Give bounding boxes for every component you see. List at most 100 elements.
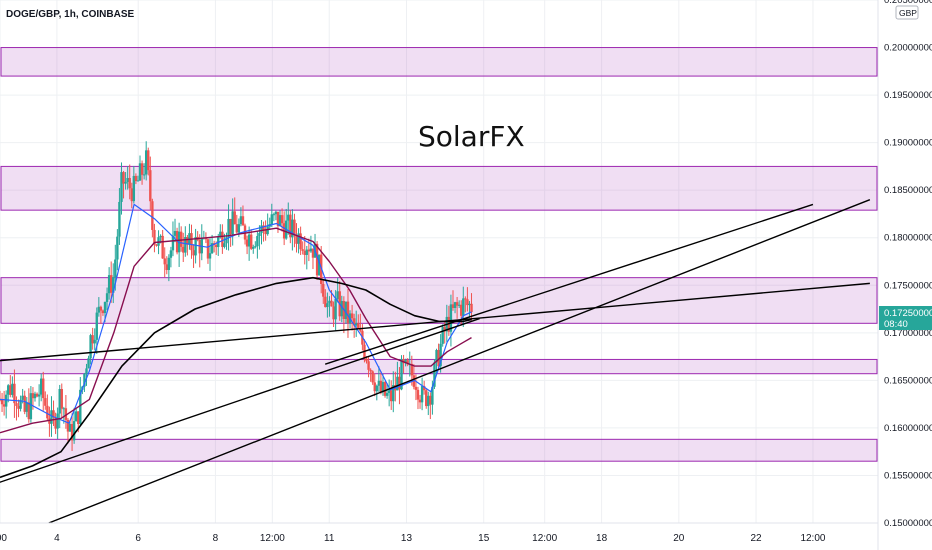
time-tick-label: :00 [0, 533, 7, 544]
candle-body [299, 233, 302, 250]
candle-body [25, 402, 28, 412]
candle-body [383, 382, 387, 396]
watermark-text: SolarFX [418, 120, 525, 153]
candle-body [274, 211, 278, 215]
candle-body [134, 175, 138, 182]
candle-body [451, 304, 455, 308]
candle-body [29, 393, 33, 420]
time-tick-label: 13 [401, 533, 413, 544]
candle-body [464, 298, 467, 300]
candle-body [460, 304, 463, 316]
time-axis-labels[interactable]: :00 4 6 8 12:00 11 13 15 12:00 18 20 22 12:00 [0, 533, 826, 544]
candle-body [256, 236, 259, 247]
candle-body [449, 304, 453, 332]
candle-body [66, 419, 70, 432]
candle-body [254, 246, 257, 248]
candle-body [377, 380, 381, 386]
candle-body [437, 349, 440, 367]
candle-body [237, 224, 241, 233]
candle-body [301, 249, 304, 251]
candle-body [186, 237, 189, 245]
candle-body [453, 302, 457, 308]
candle-body [280, 215, 284, 224]
candle-body [340, 300, 343, 317]
candle-body [373, 382, 376, 392]
time-tick-label: 12:00 [532, 533, 557, 544]
candle-body [120, 172, 123, 202]
candle-body [270, 214, 273, 225]
candle-body [425, 390, 428, 407]
candle-body [184, 237, 187, 253]
candle-body [390, 390, 393, 402]
moving-average-line [0, 276, 472, 479]
time-tick-label: 12:00 [800, 533, 825, 544]
candle-body [404, 360, 407, 364]
candle-body [175, 230, 179, 253]
moving-average-lines [0, 203, 472, 479]
candle-body [103, 301, 107, 314]
candle-body [379, 380, 383, 393]
trendline [0, 282, 870, 362]
support-resistance-zones [0, 47, 878, 462]
candle-body [462, 298, 465, 316]
candle-body [77, 411, 80, 425]
time-tick-label: 15 [478, 533, 490, 544]
candle-body [457, 304, 461, 306]
candle-body [400, 359, 403, 390]
candle-body [44, 398, 47, 406]
candle-body [355, 323, 358, 326]
candle-body [307, 249, 311, 252]
candle-body [136, 180, 140, 182]
candle-body [155, 244, 158, 246]
candle-body [85, 368, 88, 374]
candle-body [105, 293, 109, 302]
candle-body [233, 211, 236, 225]
candle-body [431, 386, 434, 405]
candle-body [169, 250, 173, 258]
price-tick-label: 0.19500000 [884, 90, 932, 101]
candle-body [118, 201, 121, 237]
price-tick-label: 0.18000000 [884, 233, 932, 244]
candle-body [278, 215, 282, 227]
currency-badge-label: GBP [899, 8, 917, 18]
price-axis-labels[interactable]: 0.15000000 0.15500000 0.16000000 0.16500000… [884, 0, 932, 529]
candle-body [367, 361, 370, 370]
candle-body [311, 248, 315, 258]
time-tick-label: 11 [324, 533, 335, 544]
candle-body [42, 378, 45, 399]
candle-body [89, 335, 92, 359]
candle-body [132, 175, 136, 202]
candle-body [144, 150, 148, 175]
price-tick-label: 0.16000000 [884, 423, 932, 434]
candle-body [258, 233, 261, 237]
candle-body [262, 225, 265, 230]
moving-average-line [0, 203, 472, 424]
candle-body [324, 296, 327, 308]
candle-body [107, 275, 111, 294]
candle-body [289, 214, 292, 238]
candle-body [4, 394, 8, 407]
candle-body [97, 306, 101, 313]
candle-body [27, 402, 31, 420]
time-tick-label: 6 [135, 533, 141, 544]
candle-body [39, 378, 43, 395]
time-tick-label: 8 [213, 533, 219, 544]
candle-body [23, 395, 26, 412]
candle-body [303, 250, 306, 255]
candle-body [385, 393, 389, 396]
candle-body [398, 376, 401, 390]
candle-body [60, 389, 63, 409]
candle-body [241, 216, 245, 226]
candle-body [159, 235, 162, 238]
candle-body [223, 243, 226, 247]
candle-body [0, 399, 4, 405]
currency-badge[interactable]: GBP [895, 5, 919, 20]
candle-body [83, 373, 86, 387]
candle-body [208, 253, 212, 259]
trendline [324, 203, 814, 365]
candle-body [122, 172, 125, 184]
candle-body [192, 250, 195, 256]
candle-body [165, 264, 168, 270]
